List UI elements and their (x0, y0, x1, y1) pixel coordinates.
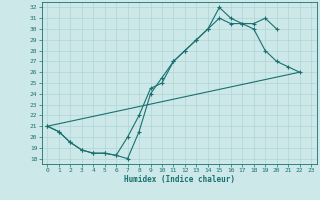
X-axis label: Humidex (Indice chaleur): Humidex (Indice chaleur) (124, 175, 235, 184)
